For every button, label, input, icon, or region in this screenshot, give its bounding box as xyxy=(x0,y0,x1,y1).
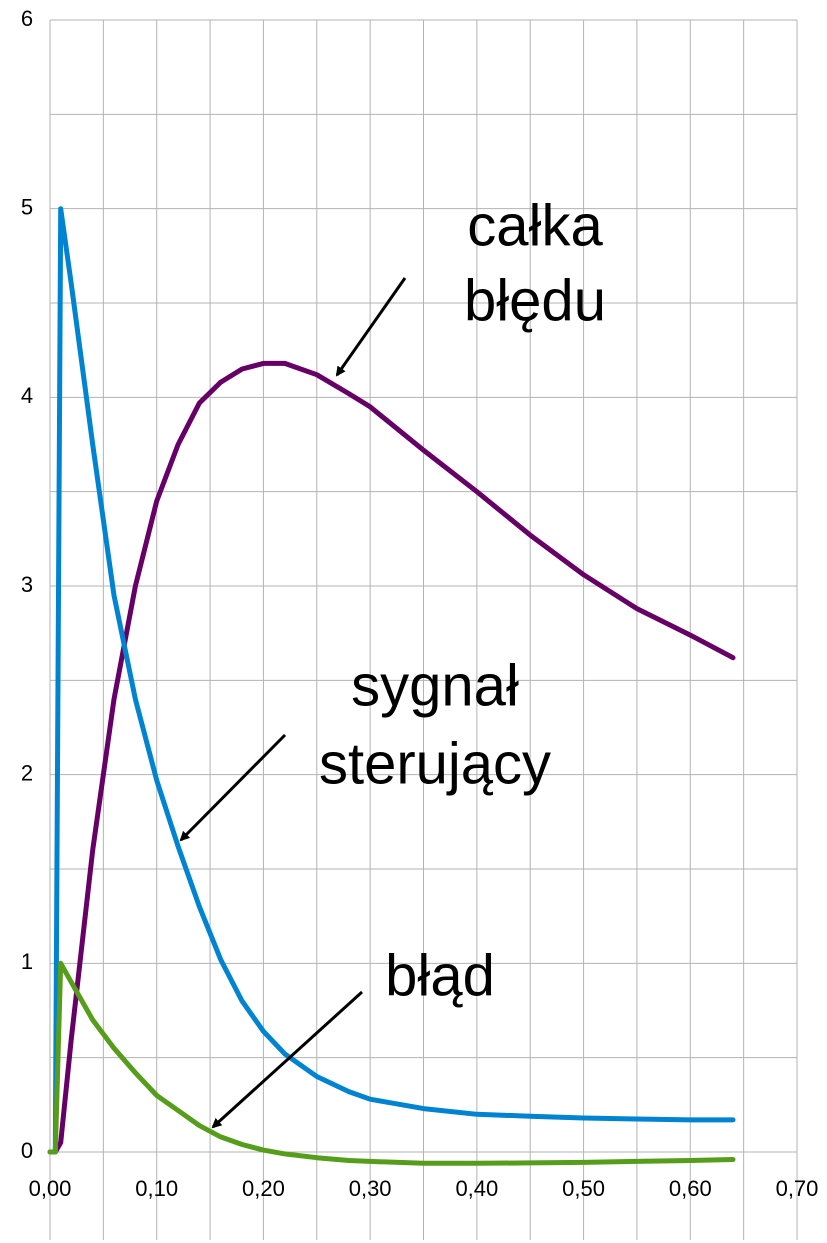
series xyxy=(47,206,736,1166)
annotation-text: błędu xyxy=(464,268,606,333)
series-line xyxy=(47,206,736,1155)
annotation-text: błąd xyxy=(385,943,495,1008)
x-tick-label: 0,10 xyxy=(135,1176,178,1201)
annotation-arrow xyxy=(335,277,407,377)
annotation-arrow xyxy=(211,990,364,1129)
y-tick-label: 2 xyxy=(21,760,33,785)
x-tick-label: 0,70 xyxy=(776,1176,819,1201)
x-tick-label: 0,20 xyxy=(242,1176,285,1201)
annotation-text: sterujący xyxy=(319,731,551,796)
y-tick-label: 1 xyxy=(21,949,33,974)
series-line xyxy=(47,360,736,1155)
series-line xyxy=(47,960,736,1166)
annotations: całka błędu sygnał sterujący błąd xyxy=(179,193,606,1129)
x-tick-label: 0,00 xyxy=(29,1176,72,1201)
grid: 0 1 2 3 4 5 6 0,00 0,10 0,20 0,30 0,40 0,50 0,60 0,70 xyxy=(21,6,819,1240)
y-tick-label: 0 xyxy=(21,1138,33,1163)
y-tick-label: 5 xyxy=(21,194,33,219)
x-tick-label: 0,50 xyxy=(562,1176,605,1201)
x-tick-label: 0,30 xyxy=(349,1176,392,1201)
x-tick-label: 0,40 xyxy=(455,1176,498,1201)
y-tick-label: 4 xyxy=(21,383,33,408)
x-tick-label: 0,60 xyxy=(669,1176,712,1201)
y-tick-label: 3 xyxy=(21,572,33,597)
annotation-arrow xyxy=(179,733,287,842)
annotation-text: sygnał xyxy=(351,653,519,718)
y-tick-label: 6 xyxy=(21,6,33,31)
annotation-text: całka xyxy=(467,193,603,258)
